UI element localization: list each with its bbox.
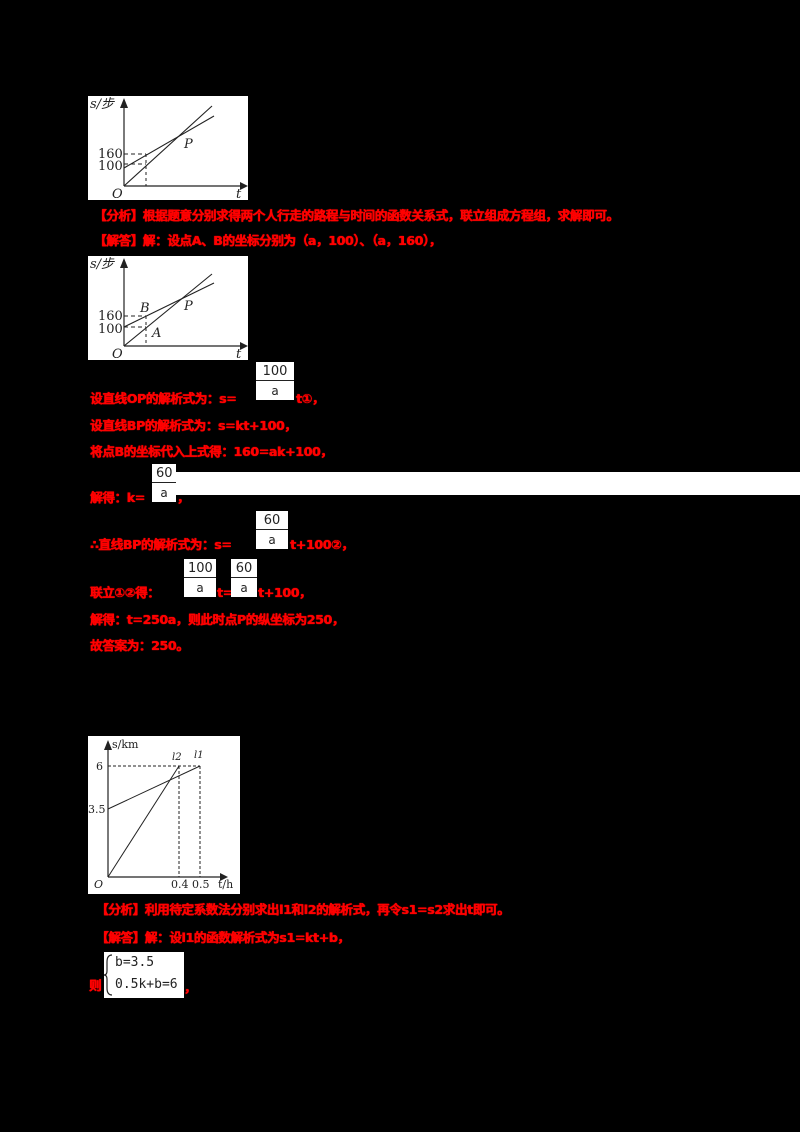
y-axis-label: s/步 <box>90 257 115 272</box>
step-6-mid: t= <box>217 585 233 600</box>
line-label-l2: l2 <box>172 752 182 763</box>
origin-label: O <box>94 878 103 891</box>
step-6-text: 联立①②得： <box>90 585 160 600</box>
y-tick: 100 <box>98 322 123 337</box>
white-band <box>170 472 800 495</box>
point-label-a: A <box>151 326 161 341</box>
graph-1: s/步 t O 160 100 P <box>88 96 248 202</box>
equation-2: 0.5k+b=6 <box>115 977 178 992</box>
fraction-60-a: 60 a <box>231 559 257 597</box>
step-2-text: 设直线BP的解析式为：s=kt+100， <box>90 418 297 433</box>
line-chart-svg-2: s/步 t O 160 100 B A P <box>90 257 248 362</box>
step-8-text: 故答案为：250。 <box>90 638 189 653</box>
x-axis-label: t/h <box>218 878 233 891</box>
system-prefix: 则 <box>89 978 102 993</box>
y-tick: 100 <box>98 159 123 174</box>
y-axis-label: s/步 <box>90 97 115 112</box>
equation-1: b=3.5 <box>115 955 155 970</box>
x-axis-label: t <box>236 347 242 360</box>
line-chart-svg-1: s/步 t O 160 100 P <box>90 97 248 202</box>
y-tick: 160 <box>98 309 123 324</box>
step-4-text: 解得：k= <box>90 490 145 505</box>
solution-text-1: 【解答】解：设点A、B的坐标分别为（a，100）、（a，160）， <box>94 233 442 248</box>
point-label: P <box>183 137 193 152</box>
graph-3: s/km t/h O 6 3.5 0.4 0.5 l2 l1 <box>88 736 240 894</box>
solution-text-2: 【解答】解：设l1的函数解析式为s1=kt+b， <box>96 930 350 945</box>
line-chart-svg-3: s/km t/h O 6 3.5 0.4 0.5 l2 l1 <box>88 738 233 891</box>
y-tick: 6 <box>96 760 103 773</box>
point-label-b: B <box>139 301 150 316</box>
origin-label: O <box>112 187 123 200</box>
analysis-text-2: 【分析】利用待定系数法分别求出l1和l2的解析式，再令s1=s2求出t即可。 <box>96 902 510 917</box>
graph-2: s/步 t O 160 100 B A P <box>88 256 248 362</box>
step-5-suffix: t+100②， <box>290 537 354 552</box>
fraction-100-a: 100 a <box>256 362 294 400</box>
system-suffix: ， <box>184 980 197 995</box>
step-1-text: 设直线OP的解析式为：s= <box>90 391 237 406</box>
x-tick: 0.4 <box>171 878 189 891</box>
step-4-suffix: ， <box>177 490 190 505</box>
fraction-60-a: 60 a <box>256 511 288 549</box>
step-6-suffix: t+100， <box>258 585 312 600</box>
x-axis-label: t <box>236 187 242 200</box>
line-label-l1: l1 <box>194 750 204 761</box>
fraction-60-a: 60 a <box>152 464 176 502</box>
equation-system: b=3.5 0.5k+b=6 <box>104 952 184 998</box>
point-label-p: P <box>183 299 193 314</box>
y-tick: 3.5 <box>88 803 106 816</box>
step-7-text: 解得：t=250a，则此时点P的纵坐标为250， <box>90 612 345 627</box>
step-3-text: 将点B的坐标代入上式得：160=ak+100， <box>90 444 333 459</box>
y-tick: 160 <box>98 147 123 162</box>
brace-icon <box>104 954 113 996</box>
fraction-100-a: 100 a <box>184 559 216 597</box>
x-tick: 0.5 <box>192 878 210 891</box>
step-1-suffix: t①， <box>296 391 325 406</box>
step-5-text: ∴直线BP的解析式为：s= <box>90 537 232 552</box>
analysis-text-1: 【分析】根据题意分别求得两个人行走的路程与时间的函数关系式，联立组成方程组，求解… <box>94 208 619 223</box>
y-axis-label: s/km <box>112 738 139 751</box>
origin-label: O <box>112 347 123 360</box>
